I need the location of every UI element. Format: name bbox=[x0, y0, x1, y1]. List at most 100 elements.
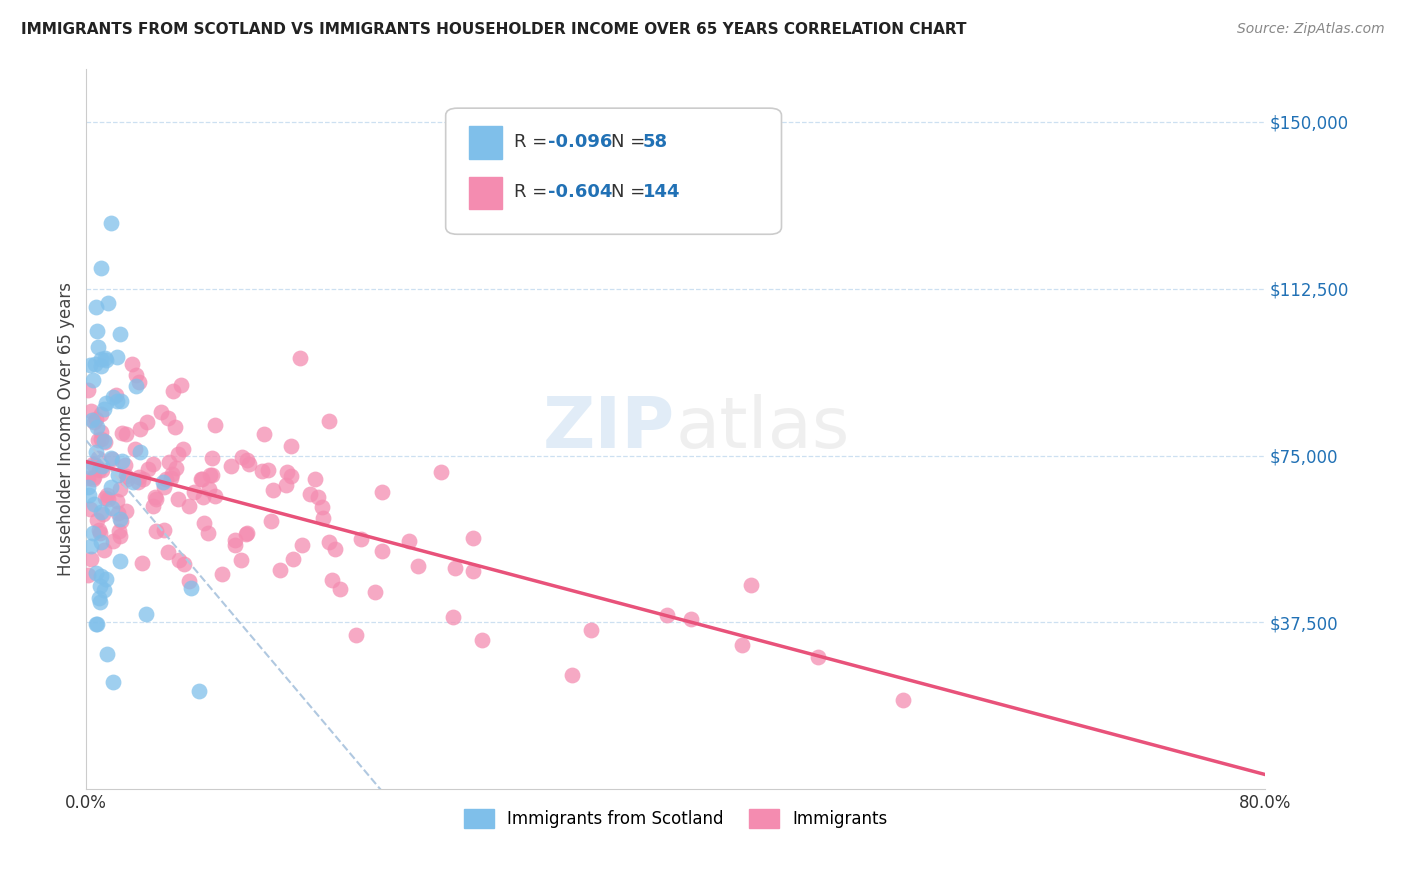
Point bbox=[155, 472, 177, 486]
Point bbox=[80, 413, 103, 427]
Point bbox=[90, 459, 112, 474]
Point bbox=[94, 396, 117, 410]
Point bbox=[236, 452, 259, 467]
Point bbox=[145, 524, 167, 539]
Point bbox=[100, 216, 122, 230]
Point bbox=[281, 552, 304, 566]
Text: N =: N = bbox=[610, 184, 651, 202]
Point bbox=[86, 420, 108, 434]
Point bbox=[250, 464, 273, 478]
Point bbox=[90, 505, 112, 519]
Point bbox=[100, 450, 122, 465]
Point bbox=[76, 383, 98, 397]
Point bbox=[371, 484, 394, 499]
Text: atlas: atlas bbox=[675, 394, 849, 463]
Point bbox=[162, 384, 184, 398]
FancyBboxPatch shape bbox=[446, 108, 782, 235]
Point bbox=[86, 512, 108, 526]
Point bbox=[121, 475, 143, 489]
Text: 58: 58 bbox=[643, 133, 668, 151]
Point bbox=[115, 504, 138, 518]
Point bbox=[101, 675, 124, 690]
Point bbox=[132, 472, 155, 486]
Point bbox=[131, 556, 153, 570]
Point bbox=[136, 462, 159, 476]
Point bbox=[429, 466, 451, 480]
Point bbox=[90, 569, 112, 583]
Point bbox=[110, 514, 132, 528]
Point bbox=[740, 578, 762, 592]
Point bbox=[329, 582, 352, 596]
Point bbox=[679, 611, 702, 625]
Point bbox=[204, 418, 226, 433]
Point bbox=[167, 447, 190, 461]
Point bbox=[231, 450, 253, 465]
Point bbox=[274, 478, 297, 492]
Point bbox=[201, 450, 224, 465]
Point bbox=[79, 403, 101, 417]
Point bbox=[97, 491, 120, 506]
Point bbox=[79, 358, 101, 372]
Point bbox=[238, 457, 260, 471]
Point bbox=[91, 507, 114, 521]
Point bbox=[89, 591, 111, 606]
Point bbox=[444, 561, 467, 575]
Point bbox=[79, 460, 101, 475]
Point bbox=[257, 463, 280, 477]
Text: 144: 144 bbox=[643, 184, 681, 202]
Point bbox=[190, 472, 212, 486]
Point bbox=[307, 491, 329, 505]
Point bbox=[177, 499, 200, 513]
Point bbox=[150, 405, 173, 419]
Point bbox=[108, 483, 131, 497]
Point bbox=[94, 435, 117, 450]
Point bbox=[90, 407, 112, 421]
Point bbox=[471, 633, 494, 648]
Point bbox=[115, 472, 138, 486]
Point bbox=[76, 470, 98, 484]
Point bbox=[304, 472, 326, 486]
Point bbox=[87, 523, 110, 537]
Point bbox=[96, 488, 118, 502]
Point bbox=[87, 451, 110, 466]
Point bbox=[262, 483, 284, 497]
Point bbox=[157, 455, 180, 469]
Point bbox=[107, 506, 129, 520]
Point bbox=[90, 359, 112, 374]
Point bbox=[86, 412, 108, 426]
Point bbox=[371, 544, 394, 558]
Point bbox=[128, 470, 150, 484]
Text: -0.096: -0.096 bbox=[548, 133, 613, 151]
Point bbox=[84, 357, 107, 371]
Point bbox=[105, 350, 128, 364]
Point bbox=[86, 617, 108, 632]
Point bbox=[100, 480, 122, 494]
Point bbox=[288, 351, 311, 365]
Point bbox=[105, 393, 128, 408]
Text: R =: R = bbox=[515, 133, 553, 151]
Point bbox=[76, 568, 98, 582]
Point bbox=[128, 444, 150, 458]
Point bbox=[200, 467, 222, 482]
Point bbox=[93, 402, 115, 417]
Point bbox=[84, 616, 107, 631]
Point bbox=[344, 628, 367, 642]
Point bbox=[89, 526, 111, 541]
Point bbox=[84, 300, 107, 314]
Point bbox=[89, 595, 111, 609]
Point bbox=[461, 531, 484, 545]
Point bbox=[204, 489, 226, 503]
Point bbox=[579, 623, 602, 637]
Point bbox=[129, 422, 152, 436]
Point bbox=[153, 480, 176, 494]
Point bbox=[82, 526, 104, 541]
Point bbox=[84, 445, 107, 459]
Point bbox=[91, 463, 114, 477]
Point bbox=[406, 559, 429, 574]
Point bbox=[891, 693, 914, 707]
Point bbox=[101, 451, 124, 466]
Point bbox=[90, 425, 112, 439]
Point bbox=[219, 459, 242, 474]
Point bbox=[128, 375, 150, 389]
Point bbox=[321, 573, 343, 587]
